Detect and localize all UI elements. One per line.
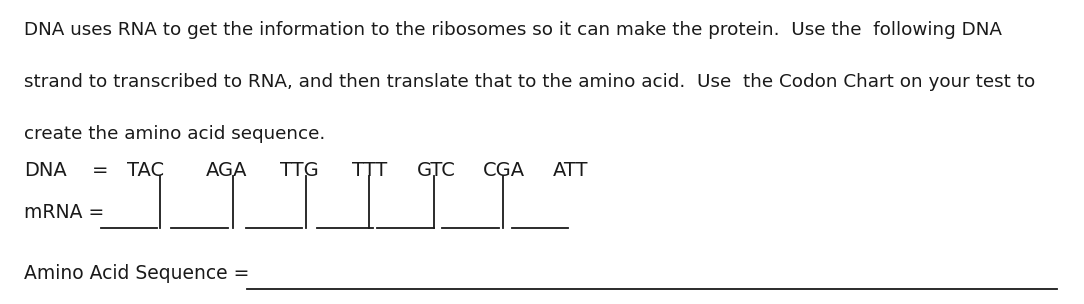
Text: GTC: GTC xyxy=(417,161,456,180)
Text: strand to transcribed to RNA, and then translate that to the amino acid.  Use  t: strand to transcribed to RNA, and then t… xyxy=(24,73,1035,91)
Text: AGA: AGA xyxy=(206,161,247,180)
Text: create the amino acid sequence.: create the amino acid sequence. xyxy=(24,125,325,143)
Text: TTT: TTT xyxy=(352,161,388,180)
Text: TTG: TTG xyxy=(280,161,319,180)
Text: DNA: DNA xyxy=(24,161,66,180)
Text: =: = xyxy=(92,161,108,180)
Text: mRNA =: mRNA = xyxy=(24,203,104,222)
Text: Amino Acid Sequence =: Amino Acid Sequence = xyxy=(24,264,249,283)
Text: CGA: CGA xyxy=(482,161,525,180)
Text: TAC: TAC xyxy=(127,161,164,180)
Text: DNA uses RNA to get the information to the ribosomes so it can make the protein.: DNA uses RNA to get the information to t… xyxy=(24,21,1002,39)
Text: ATT: ATT xyxy=(553,161,589,180)
